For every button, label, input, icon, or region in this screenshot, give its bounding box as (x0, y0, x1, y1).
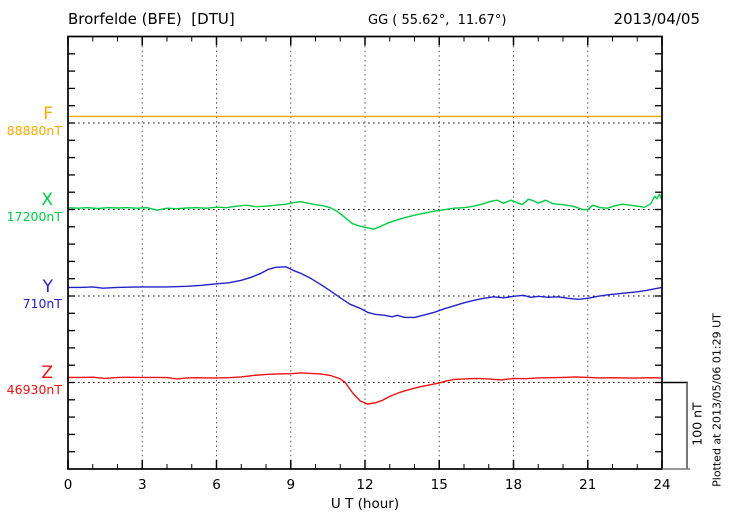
x-tick-label-9: 9 (286, 477, 296, 493)
trace-letter-z: Z (41, 363, 53, 383)
x-tick-label-15: 15 (430, 477, 448, 493)
x-tick-label-6: 6 (212, 477, 221, 493)
x-tick-label-21: 21 (579, 477, 597, 493)
trace-label-F: F 88880nT (0, 105, 62, 138)
station-title: Brorfelde (BFE) [DTU] (68, 10, 235, 28)
plot-date: 2013/04/05 (613, 10, 700, 28)
plotted-at-note: Plotted at 2013/05/06 01:29 UT (710, 313, 724, 487)
trace-letter-f: F (43, 103, 53, 124)
trace-baseline-value-z: 46930nT (6, 382, 62, 397)
trace-baseline-value-y: 710nT (22, 295, 62, 311)
trace-label-Z: Z 46930nT (0, 364, 62, 397)
x-tick-label-3: 3 (137, 477, 147, 493)
trace-label-X: X 17200nT (0, 191, 62, 224)
trace-letter-x: X (41, 190, 53, 210)
trace-label-Y: Y 710nT (0, 278, 62, 311)
scalebar-label: 100 nT (689, 402, 705, 446)
x-tick-label-0: 0 (63, 477, 73, 493)
x-axis-label: U T (hour) (330, 496, 400, 512)
trace-baseline-value-x: 17200nT (6, 209, 62, 224)
geographic-coordinates: GG ( 55.62°, 11.67°) (368, 13, 507, 28)
trace-letter-y: Y (42, 276, 53, 297)
x-tick-label-24: 24 (653, 477, 671, 493)
trace-baseline-value-f: 88880nT (6, 122, 62, 138)
x-tick-label-18: 18 (504, 477, 523, 493)
x-tick-label-12: 12 (356, 477, 374, 493)
